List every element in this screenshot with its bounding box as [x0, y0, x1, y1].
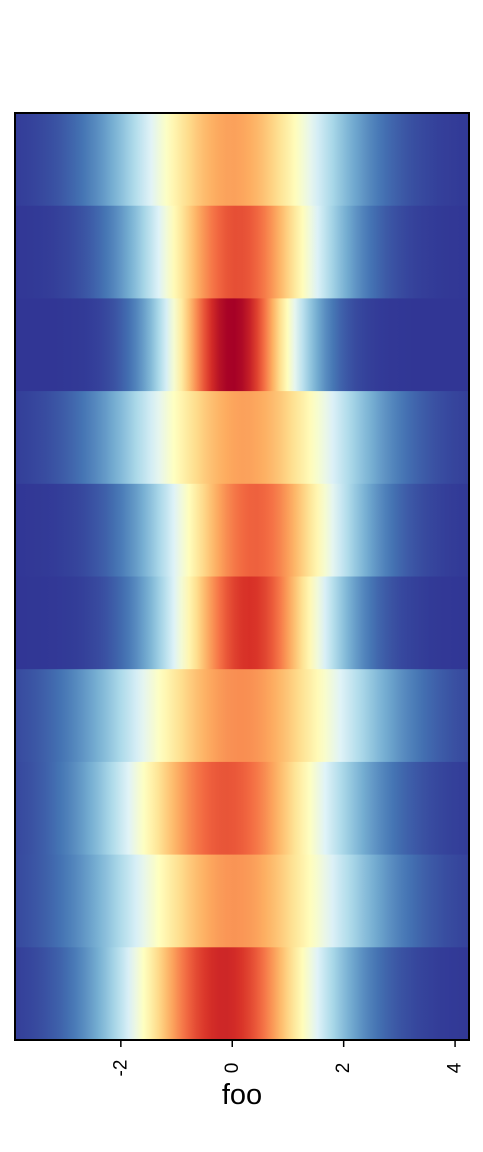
heatmap-row-7: [15, 669, 469, 763]
heatmap-row-5: [15, 483, 469, 578]
x-tick-label: -2: [110, 1060, 131, 1077]
x-tick-label: 0: [222, 1063, 243, 1074]
x-tick-label: 4: [445, 1062, 466, 1073]
heatmap-row-10: [15, 947, 469, 1041]
x-tick-label: 2: [333, 1063, 354, 1074]
heatmap-row-1: [15, 113, 469, 207]
heatmap-row-4: [15, 391, 469, 485]
x-axis-ticks: -2 0 2 4: [110, 1040, 466, 1077]
heatmap-row-9: [15, 854, 469, 948]
heatmap-row-8: [15, 761, 469, 856]
plot-frame: [14, 112, 470, 1041]
x-axis-label: foo: [222, 1079, 262, 1111]
heatmap-row-2: [15, 205, 469, 299]
heatmap-row-6: [15, 576, 469, 670]
heatmap-row-3: [15, 298, 469, 392]
heatmap-rows: [15, 113, 469, 1041]
